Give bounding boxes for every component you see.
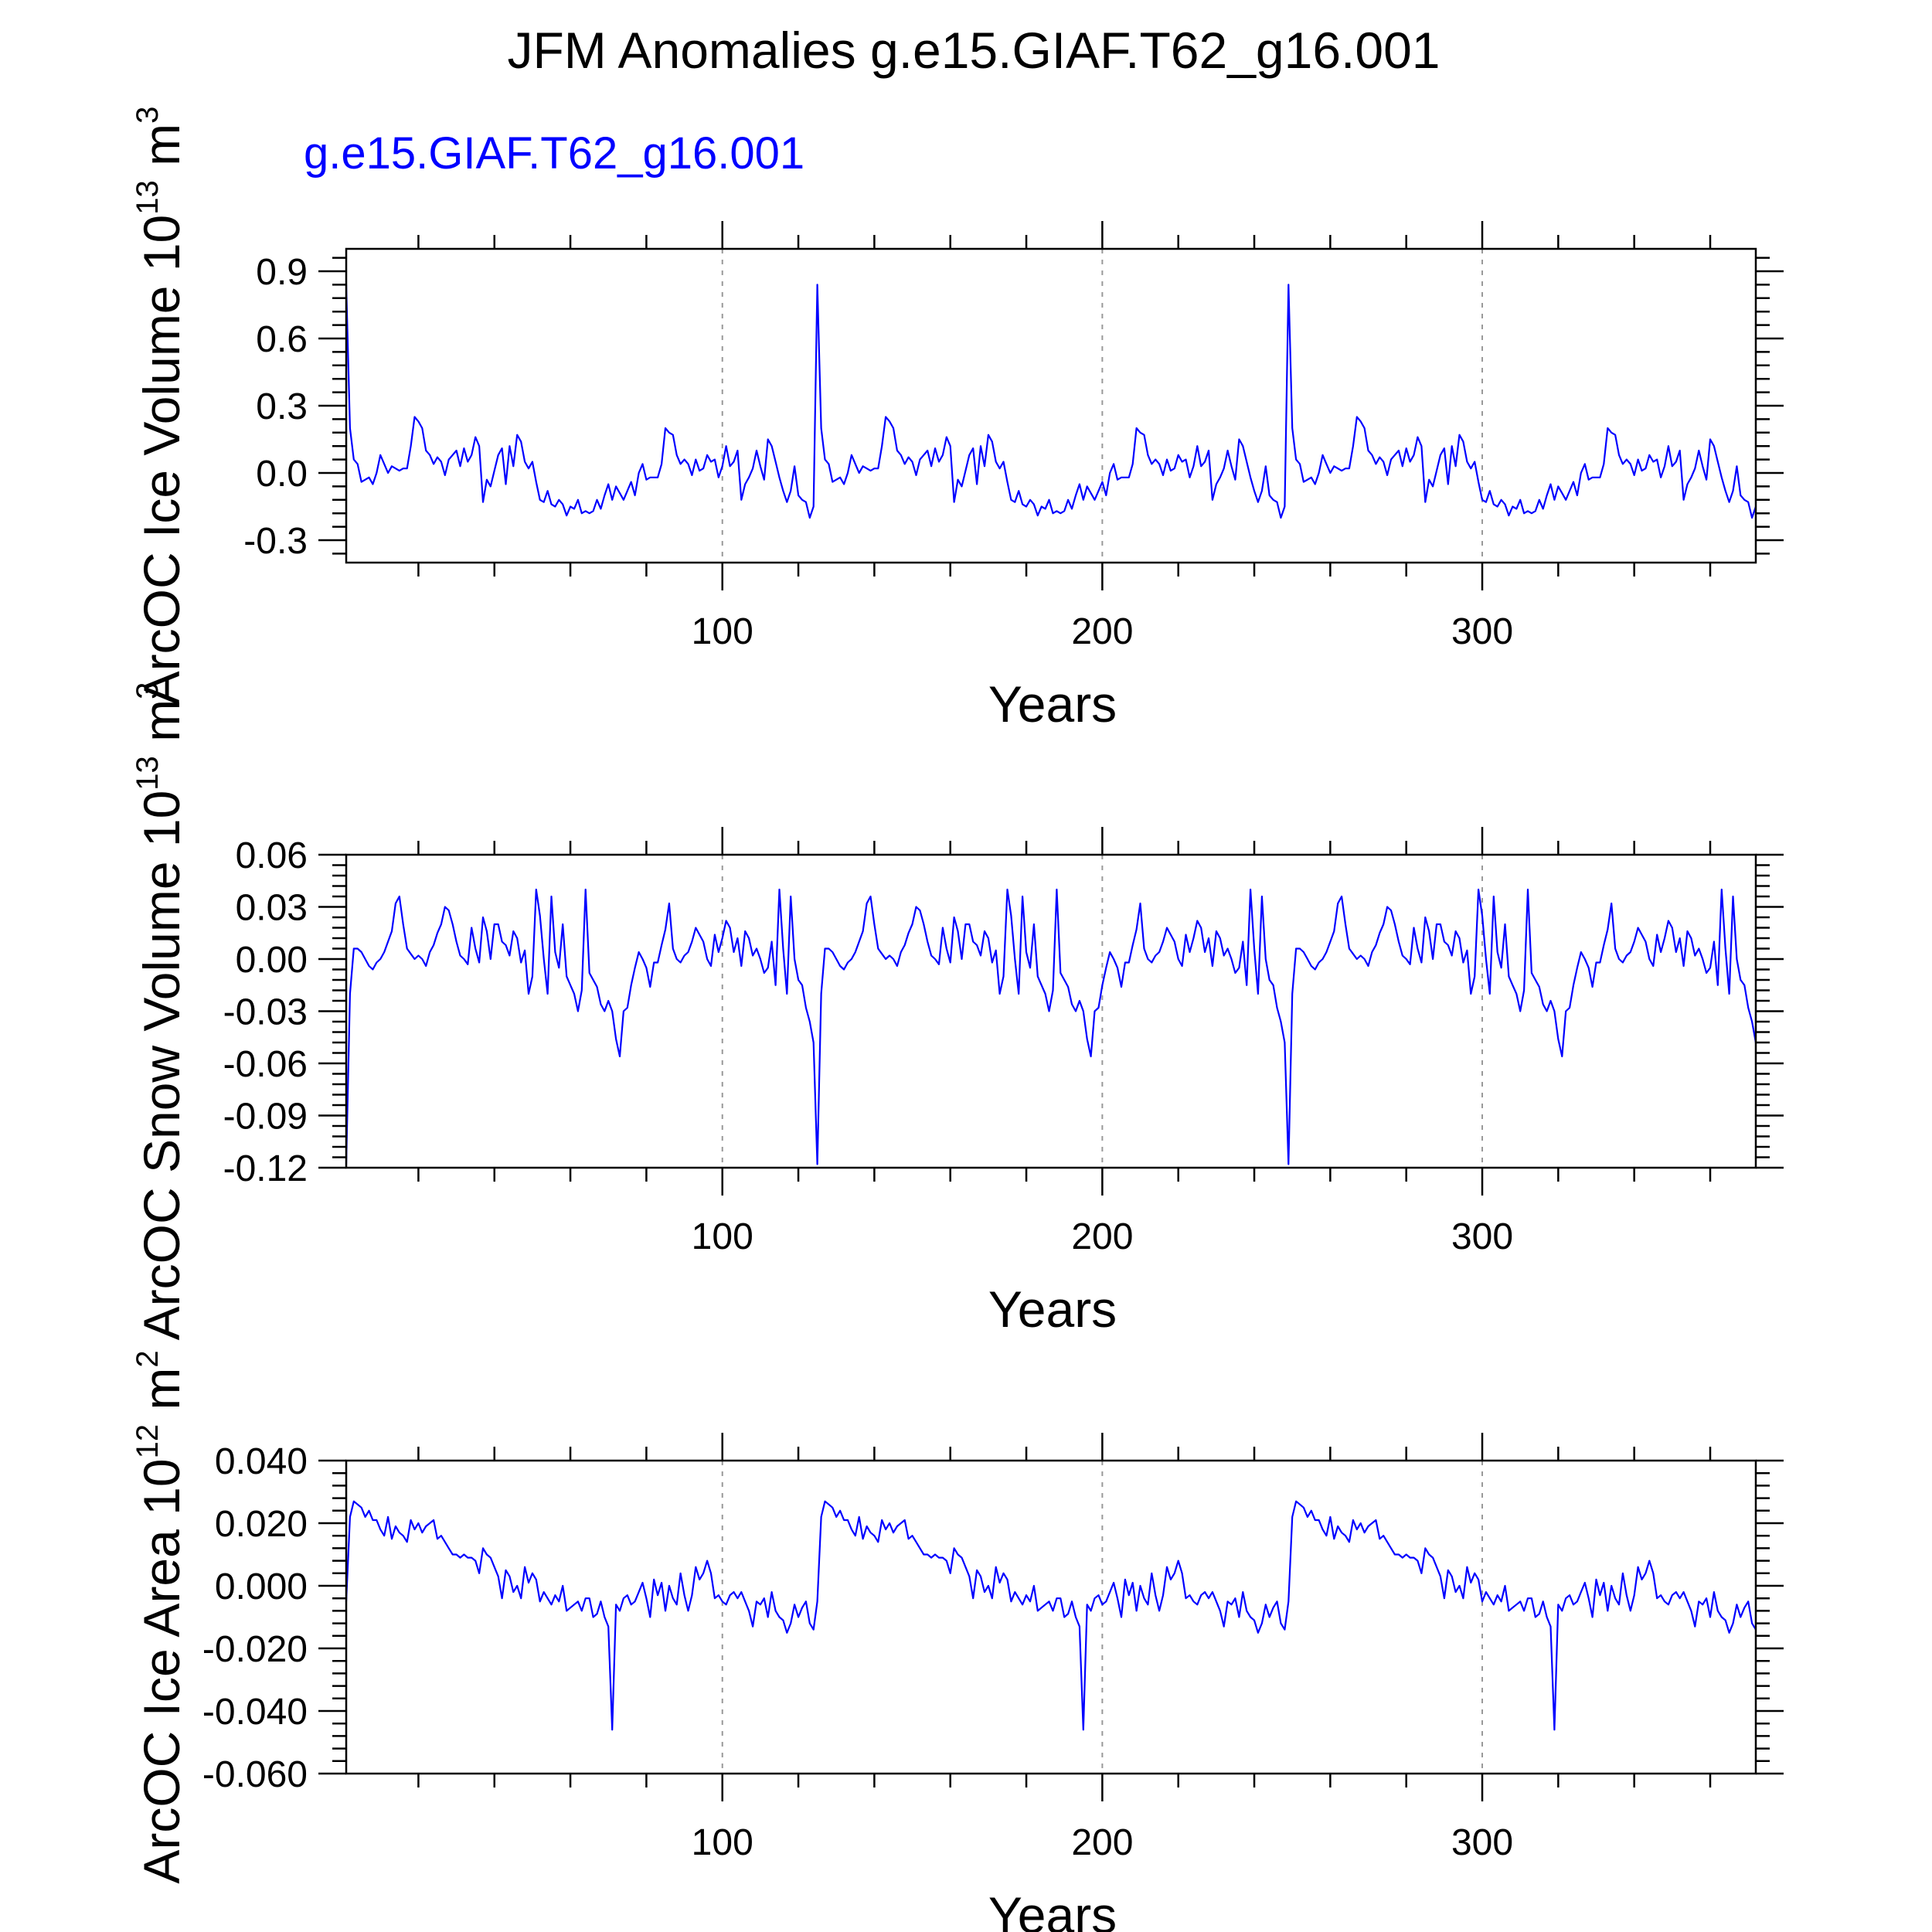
y-axis-title-unit-exponent: 3 <box>131 682 165 699</box>
y-axis-title: ArcOC Snow Volume 1013 m3 <box>131 682 190 1341</box>
y-tick-label-1: 0.020 <box>215 1504 308 1545</box>
y-axis-title-unit-exponent: 3 <box>131 107 165 124</box>
y-tick-label-6: -0.12 <box>223 1148 308 1189</box>
legend-label: g.e15.GIAF.T62_g16.001 <box>304 128 804 179</box>
y-axis-title-exponent: 12 <box>131 1424 165 1459</box>
y-axis-title: ArcOC Ice Area 1012 m2 <box>131 1350 190 1883</box>
y-tick-label-2: 0.3 <box>256 386 308 427</box>
x-tick-label-300: 300 <box>1451 1216 1513 1257</box>
y-axis-title-unit-exponent: 2 <box>131 1350 165 1367</box>
y-axis-title: ArcOC Ice Volume 1013 m3 <box>131 107 190 706</box>
x-tick-label-200: 200 <box>1071 611 1133 652</box>
series-line <box>345 888 1757 1165</box>
y-tick-label-0: 0.040 <box>215 1441 308 1482</box>
x-axis-title: Years <box>988 675 1117 733</box>
x-tick-label-100: 100 <box>692 1216 753 1257</box>
y-tick-label-5: -0.09 <box>223 1097 308 1138</box>
y-tick-label-1: 0.03 <box>236 888 308 929</box>
y-tick-label-1: 0.6 <box>256 319 308 360</box>
y-tick-label-2: 0.000 <box>215 1566 308 1607</box>
x-tick-label-300: 300 <box>1451 611 1513 652</box>
x-axis-title: Years <box>988 1281 1117 1338</box>
y-tick-label-3: 0.0 <box>256 454 308 495</box>
x-tick-label-200: 200 <box>1071 1216 1133 1257</box>
chart-panel-2: 100 200 300 Years 0.06 0.03 0.00 -0.03 -0.06 -0.0… <box>131 682 1784 1341</box>
y-tick-label-4: -0.3 <box>243 521 308 562</box>
y-tick-label-4: -0.040 <box>202 1692 308 1733</box>
y-tick-label-0: 0.06 <box>236 835 308 876</box>
x-tick-label-100: 100 <box>692 1822 753 1863</box>
series-line <box>345 1500 1757 1731</box>
y-axis-title-exponent: 13 <box>131 180 165 215</box>
main-title: JFM Anomalies g.e15.GIAF.T62_g16.001 <box>507 22 1440 79</box>
y-axis-title-main: ArcOC Snow Volume 10 <box>133 791 190 1341</box>
y-axis-title-unit: m <box>133 1368 190 1424</box>
y-tick-label-0: 0.9 <box>256 252 308 293</box>
y-tick-label-3: -0.03 <box>223 992 308 1033</box>
x-tick-label-200: 200 <box>1071 1822 1133 1863</box>
y-axis-title-unit: m <box>133 699 190 756</box>
y-axis-title-unit: m <box>133 124 190 180</box>
y-tick-label-3: -0.020 <box>202 1629 308 1670</box>
series-line <box>345 284 1757 519</box>
chart-panel-1: 100 200 300 Years 0.9 0.6 0.3 0.0 -0.3 ArcOC Ice … <box>131 107 1784 733</box>
plot-frame <box>345 1459 1757 1775</box>
x-axis-title: Years <box>988 1886 1117 1932</box>
x-tick-label-300: 300 <box>1451 1822 1513 1863</box>
y-axis-title-main: ArcOC Ice Volume 10 <box>133 215 190 706</box>
y-axis-title-main: ArcOC Ice Area 10 <box>133 1458 190 1883</box>
chart-panel-3: 100 200 300 Years 0.040 0.020 0.000 -0.020 -0.04… <box>131 1350 1784 1932</box>
y-tick-label-4: -0.06 <box>223 1044 308 1085</box>
x-tick-label-100: 100 <box>692 611 753 652</box>
y-tick-label-2: 0.00 <box>236 940 308 981</box>
y-axis-title-exponent: 13 <box>131 756 165 791</box>
y-tick-label-5: -0.060 <box>202 1754 308 1795</box>
